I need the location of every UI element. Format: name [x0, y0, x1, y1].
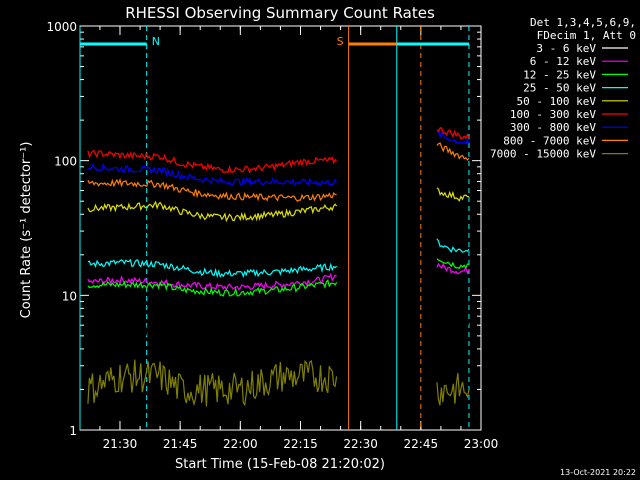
series-line-100-300-kev: [87, 149, 337, 174]
series-line-7000-15000-kev: [87, 359, 338, 407]
legend-label-300-800-kev: 300 - 800 keV: [510, 121, 596, 134]
x-tick-label: 23:00: [464, 437, 499, 451]
legend-label-50-100-kev: 50 - 100 keV: [517, 95, 597, 108]
series-line-25-50-kev: [87, 258, 338, 279]
y-tick-label: 1: [69, 424, 77, 438]
legend-header-line-1: Det 1,3,4,5,6,9,: [530, 16, 636, 29]
series-line-6-12-kev: [436, 262, 470, 275]
series-line-12-25-kev: [436, 258, 470, 270]
series-line-300-800-kev: [436, 130, 470, 145]
y-axis-label: Count Rate (s⁻¹ detector⁻¹): [19, 142, 34, 319]
y-tick-label: 100: [54, 155, 77, 169]
series-line-25-50-kev: [436, 238, 470, 254]
legend-label-7000-15000-kev: 7000 - 15000 keV: [490, 148, 596, 161]
state-bar-label: S: [337, 35, 344, 48]
x-tick-label: 22:45: [404, 437, 439, 451]
series-line-100-300-kev: [436, 127, 470, 140]
x-tick-label: 21:30: [103, 437, 138, 451]
y-tick-label: 10: [62, 289, 77, 303]
x-tick-label: 22:15: [283, 437, 318, 451]
legend-label-6-12-kev: 6 - 12 keV: [530, 55, 597, 68]
state-bar-label: N: [152, 35, 160, 48]
legend-label-3-6-kev: 3 - 6 keV: [536, 42, 596, 55]
series-line-800-7000-kev: [436, 142, 470, 161]
legend-label-800-7000-kev: 800 - 7000 keV: [503, 134, 596, 147]
legend-header-line-2: FDecim 1, Att 0: [537, 29, 636, 42]
x-tick-label: 22:00: [223, 437, 258, 451]
series-line-800-7000-kev: [87, 178, 337, 203]
footer-date: 13-Oct-2021 20:22: [560, 468, 636, 477]
x-axis-label: Start Time (15-Feb-08 21:20:02): [175, 457, 385, 472]
series-line-7000-15000-kev: [436, 372, 470, 406]
series-line-3-6-kev: [87, 317, 337, 351]
legend-header: Det 1,3,4,5,6,9, FDecim 1, Att 0: [530, 16, 636, 42]
series-line-300-800-kev: [87, 162, 338, 187]
chart-title: RHESSI Observing Summary Count Rates: [125, 4, 435, 22]
plot-area: 1 10 100 1000 21:30 21:45 22:00 22:15 22:30 22:45…: [46, 20, 498, 451]
y-tick-label: 1000: [46, 20, 77, 34]
legend-label-25-50-kev: 25 - 50 keV: [523, 82, 596, 95]
series-line-12-25-kev: [87, 279, 338, 297]
x-tick-label: 21:45: [163, 437, 198, 451]
legend-label-12-25-kev: 12 - 25 keV: [523, 68, 596, 81]
series-line-50-100-kev: [87, 200, 338, 223]
x-tick-label: 22:30: [343, 437, 378, 451]
series-line-3-6-kev: [436, 310, 470, 331]
series-line-6-12-kev: [87, 272, 337, 292]
legend-label-100-300-kev: 100 - 300 keV: [510, 108, 596, 121]
series-line-50-100-kev: [436, 187, 470, 202]
